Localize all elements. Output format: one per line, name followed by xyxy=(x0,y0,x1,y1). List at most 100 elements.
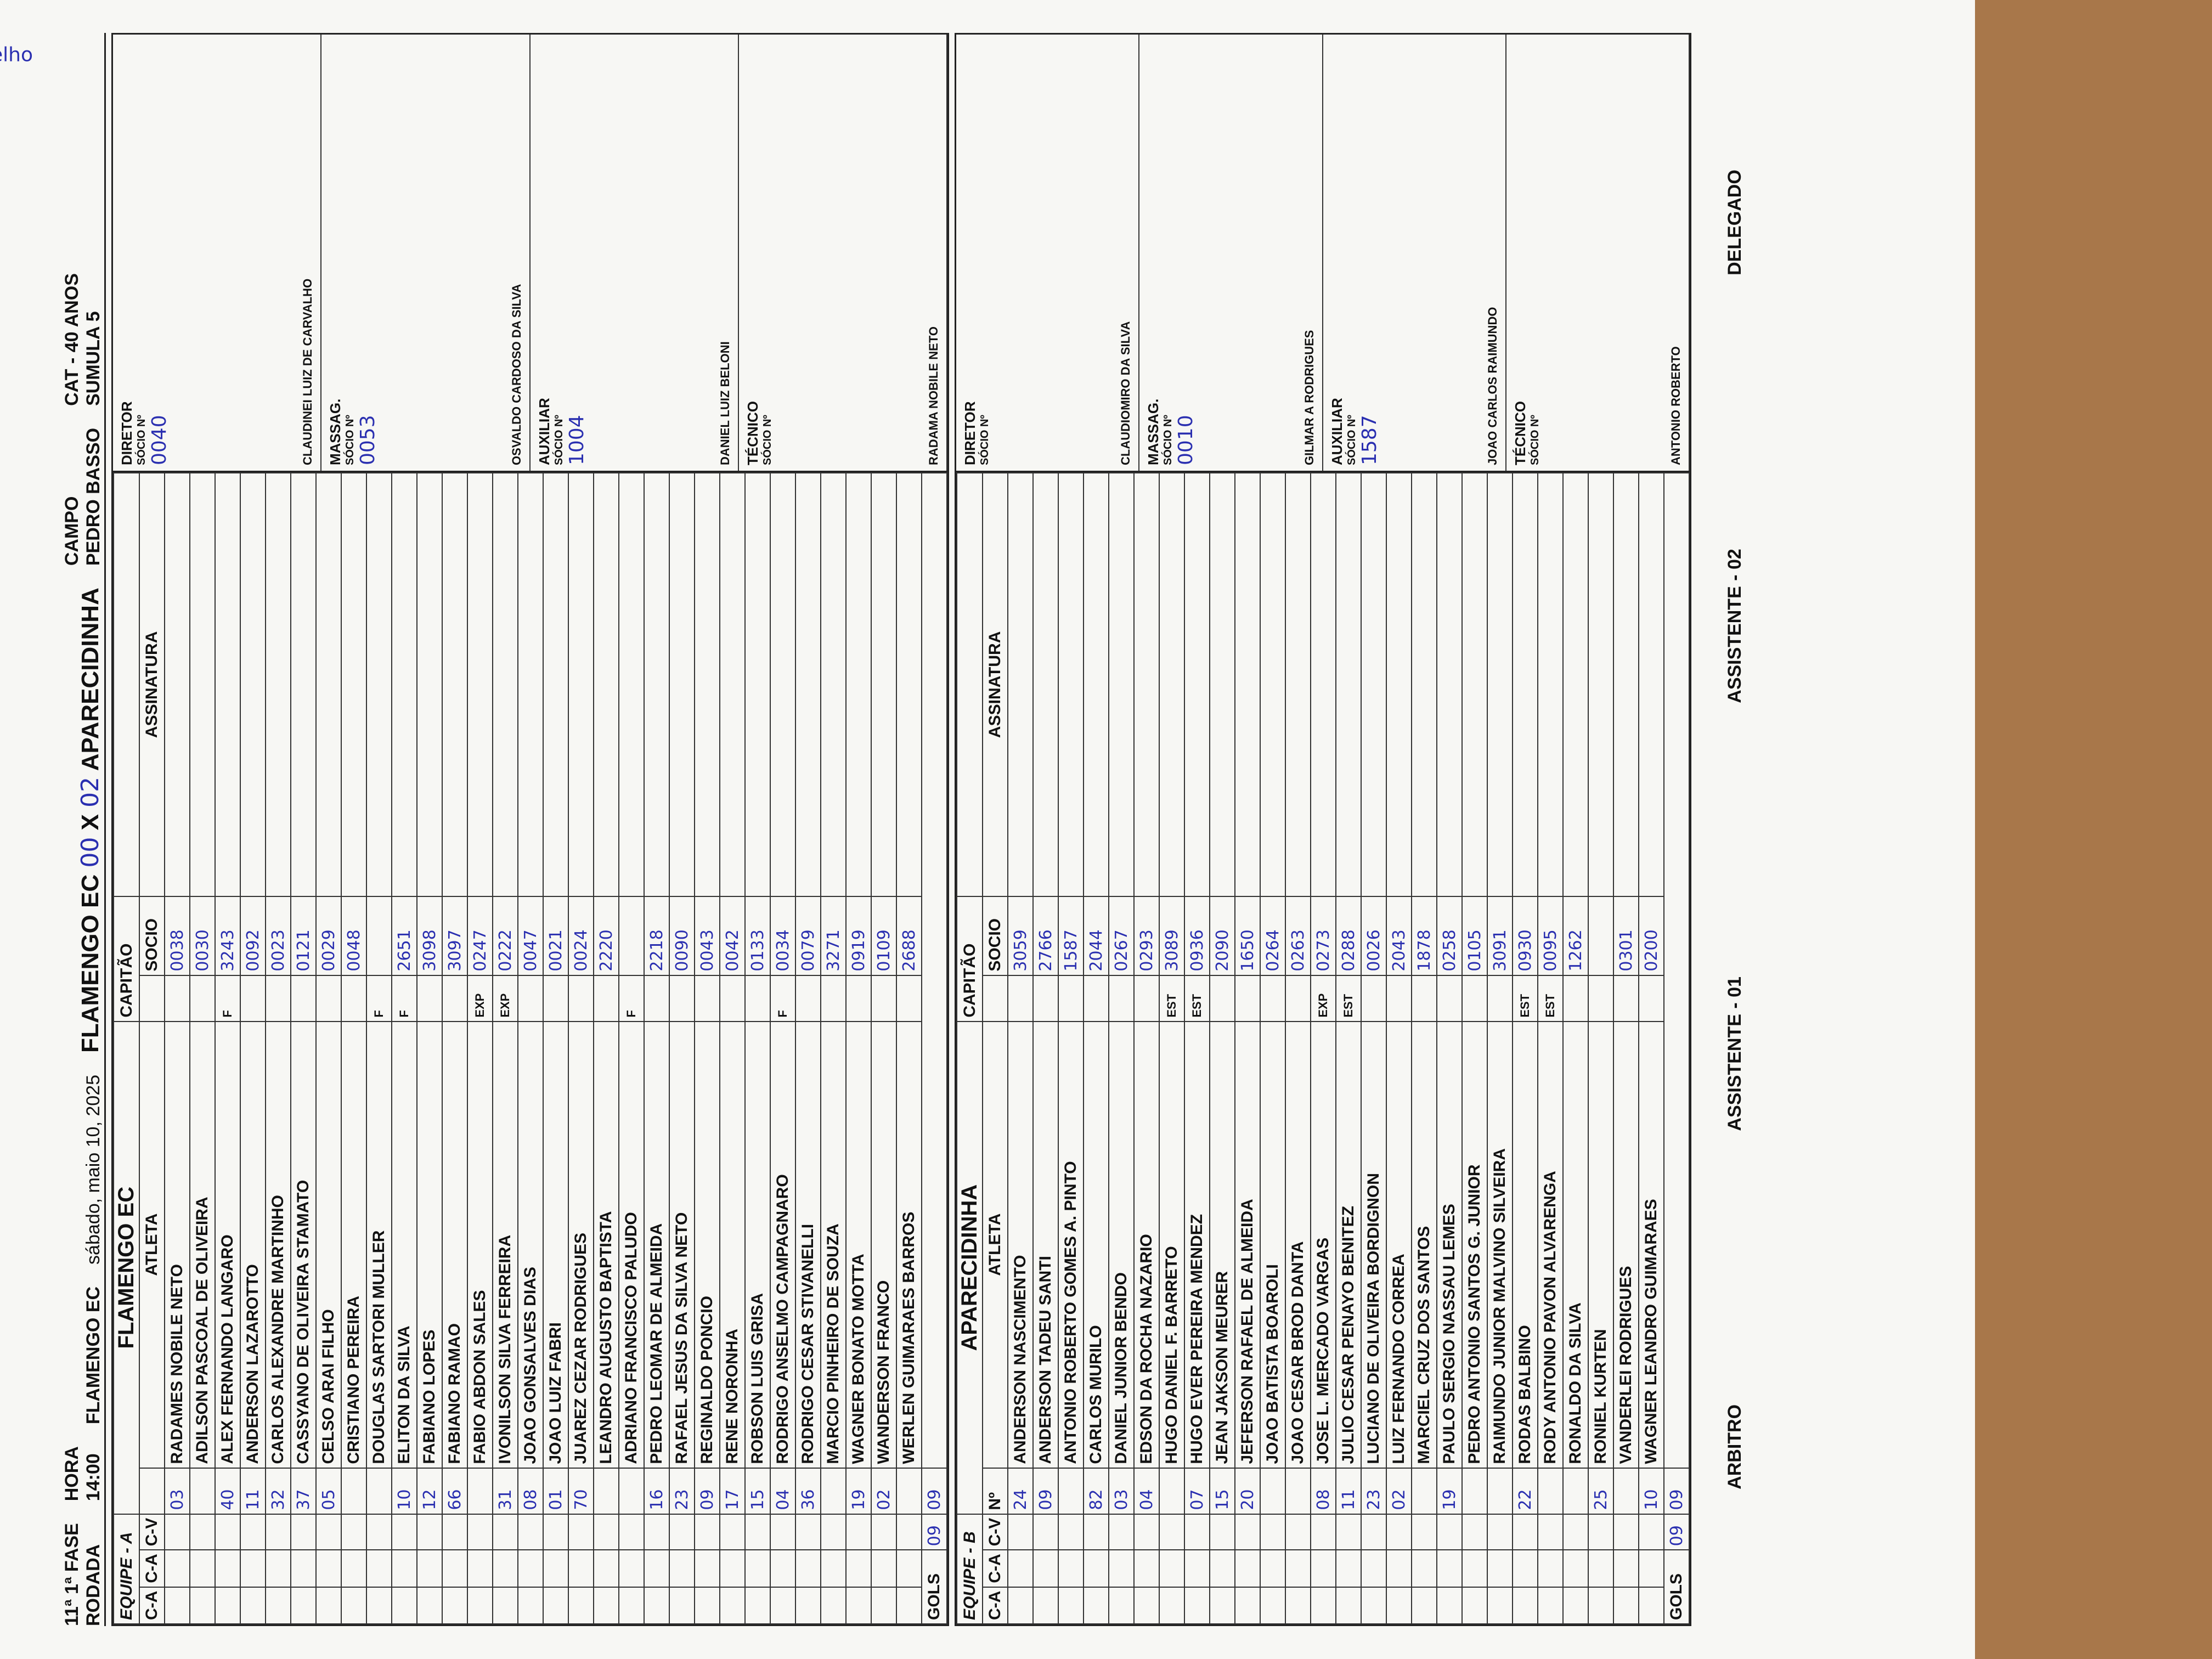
player-name: ADILSON PASCOAL DE OLIVEIRA xyxy=(190,1021,215,1468)
player-status xyxy=(1058,975,1084,1022)
ca xyxy=(1588,1550,1613,1587)
player-number: 11 xyxy=(1336,1468,1361,1514)
ca xyxy=(291,1587,316,1624)
signature xyxy=(871,473,896,896)
player-row: DOUGLAS SARTORI MULLER F xyxy=(366,473,392,1624)
ca xyxy=(417,1587,442,1624)
teams: EQUIPE - A FLAMENGO EC CAPITÃO C-A C-A C-V ATL… xyxy=(111,33,1691,1626)
staff-box: DIRETOR SÓCIO Nº CLAUDIOMIRO DA SILVA xyxy=(956,35,1140,471)
player-row: 10 WAGNER LEANDRO GUIMARAES 0200 xyxy=(1639,473,1664,1624)
ca xyxy=(1513,1550,1538,1587)
cv xyxy=(1159,1514,1184,1550)
cv xyxy=(619,1514,644,1550)
ca xyxy=(1134,1550,1159,1587)
player-number: 09 xyxy=(695,1468,720,1514)
ca xyxy=(1184,1587,1210,1624)
player-name: HUGO DANIEL F. BARRETO xyxy=(1159,1021,1184,1468)
player-row: 15 ROBSON LUIS GRISA 0133 xyxy=(745,473,770,1624)
ca xyxy=(896,1587,922,1624)
staff-name: CLAUDINEI LUIZ DE CARVALHO xyxy=(301,278,315,465)
signature xyxy=(1159,473,1184,896)
signature xyxy=(568,473,594,896)
ca xyxy=(720,1550,745,1587)
athlete-label: ATLETA xyxy=(139,1021,165,1468)
player-number xyxy=(1613,1468,1639,1514)
cv xyxy=(1084,1514,1109,1550)
player-name: ROBSON LUIS GRISA xyxy=(745,1021,770,1468)
player-number xyxy=(896,1468,922,1514)
player-member: 0029 xyxy=(316,896,341,975)
player-status: F xyxy=(392,975,417,1022)
member-label: SOCIO xyxy=(139,896,165,975)
player-status xyxy=(1563,975,1588,1022)
player-row: 36 RODRIGO CESAR STIVANELLI 0079 xyxy=(795,473,821,1624)
player-member: 0105 xyxy=(1462,896,1487,975)
player-name: JOAO CESAR BROD DANTA xyxy=(1285,1021,1311,1468)
staff-box: MASSAG. SÓCIO Nº 0053 OSVALDO CARDOSO DA SI… xyxy=(321,35,531,471)
ca xyxy=(190,1587,215,1624)
ca xyxy=(392,1550,417,1587)
signature xyxy=(266,473,291,896)
player-row: CRISTIANO PEREIRA 0048 xyxy=(341,473,366,1624)
player-name: ANDERSON TADEU SANTI xyxy=(1033,1021,1058,1468)
player-row: JOAO BATISTA BOAROLI 0264 xyxy=(1260,473,1285,1624)
player-number xyxy=(1462,1468,1487,1514)
time-value: 14:00 xyxy=(83,1453,104,1502)
player-member: 0026 xyxy=(1361,896,1386,975)
member-label: SOCIO xyxy=(983,896,1008,975)
ca xyxy=(1134,1587,1159,1624)
player-name: RAFAEL JESUS DA SILVA NETO xyxy=(669,1021,695,1468)
staff-member: 0010 xyxy=(1175,415,1198,465)
goals-ca: 09 xyxy=(1664,1514,1689,1550)
ca xyxy=(215,1550,240,1587)
cv xyxy=(1613,1514,1639,1550)
staff-role: DIRETOR xyxy=(119,401,135,465)
ca xyxy=(871,1550,896,1587)
ca xyxy=(266,1587,291,1624)
player-row: MARCIO PINHEIRO DE SOUZA 3271 xyxy=(821,473,846,1624)
goals-label: GOLS xyxy=(1664,1550,1689,1624)
member-no-label: SÓCIO Nº xyxy=(1162,415,1175,465)
player-status xyxy=(1588,975,1613,1022)
player-number xyxy=(190,1468,215,1514)
player-member: 0200 xyxy=(1639,896,1664,975)
player-row: 66 FABIANO RAMAO 3097 xyxy=(442,473,467,1624)
cv xyxy=(1285,1514,1311,1550)
signature xyxy=(1639,473,1664,896)
player-number: 07 xyxy=(1184,1468,1210,1514)
signature xyxy=(795,473,821,896)
player-status xyxy=(896,975,922,1022)
player-member: 2218 xyxy=(644,896,669,975)
goals-row: GOLS 09 09 xyxy=(922,473,947,1624)
player-status: EXP xyxy=(493,975,518,1022)
ca xyxy=(1235,1587,1260,1624)
signature xyxy=(165,473,190,896)
team-header: EQUIPE - B APARECIDINHA CAPITÃO xyxy=(957,473,983,1624)
player-row: 16 PEDRO LEOMAR DE ALMEIDA 2218 xyxy=(644,473,669,1624)
ca xyxy=(1008,1587,1033,1624)
player-name: LUIZ FERNANDO CORREA xyxy=(1386,1021,1412,1468)
signature xyxy=(1513,473,1538,896)
player-status xyxy=(1412,975,1437,1022)
ca xyxy=(165,1550,190,1587)
sheet-label: SUMULA xyxy=(83,326,104,406)
player-member: 0301 xyxy=(1613,896,1639,975)
ca xyxy=(366,1587,392,1624)
player-name: ANTONIO ROBERTO GOMES A. PINTO xyxy=(1058,1021,1084,1468)
staff-role: AUXILIAR xyxy=(535,398,552,465)
player-row: ANTONIO ROBERTO GOMES A. PINTO 1587 xyxy=(1058,473,1084,1624)
player-row: VANDERLEI RODRIGUES 0301 xyxy=(1613,473,1639,1624)
player-row: 02 LUIZ FERNANDO CORREA 2043 xyxy=(1386,473,1412,1624)
signature xyxy=(215,473,240,896)
ca xyxy=(1260,1587,1285,1624)
player-status xyxy=(543,975,568,1022)
ca xyxy=(392,1587,417,1624)
number-label xyxy=(139,1468,165,1514)
player-number xyxy=(366,1468,392,1514)
player-number: 03 xyxy=(1109,1468,1134,1514)
player-status xyxy=(1285,975,1311,1022)
player-status xyxy=(745,975,770,1022)
signature xyxy=(1084,473,1109,896)
status xyxy=(139,975,165,1022)
signature xyxy=(392,473,417,896)
